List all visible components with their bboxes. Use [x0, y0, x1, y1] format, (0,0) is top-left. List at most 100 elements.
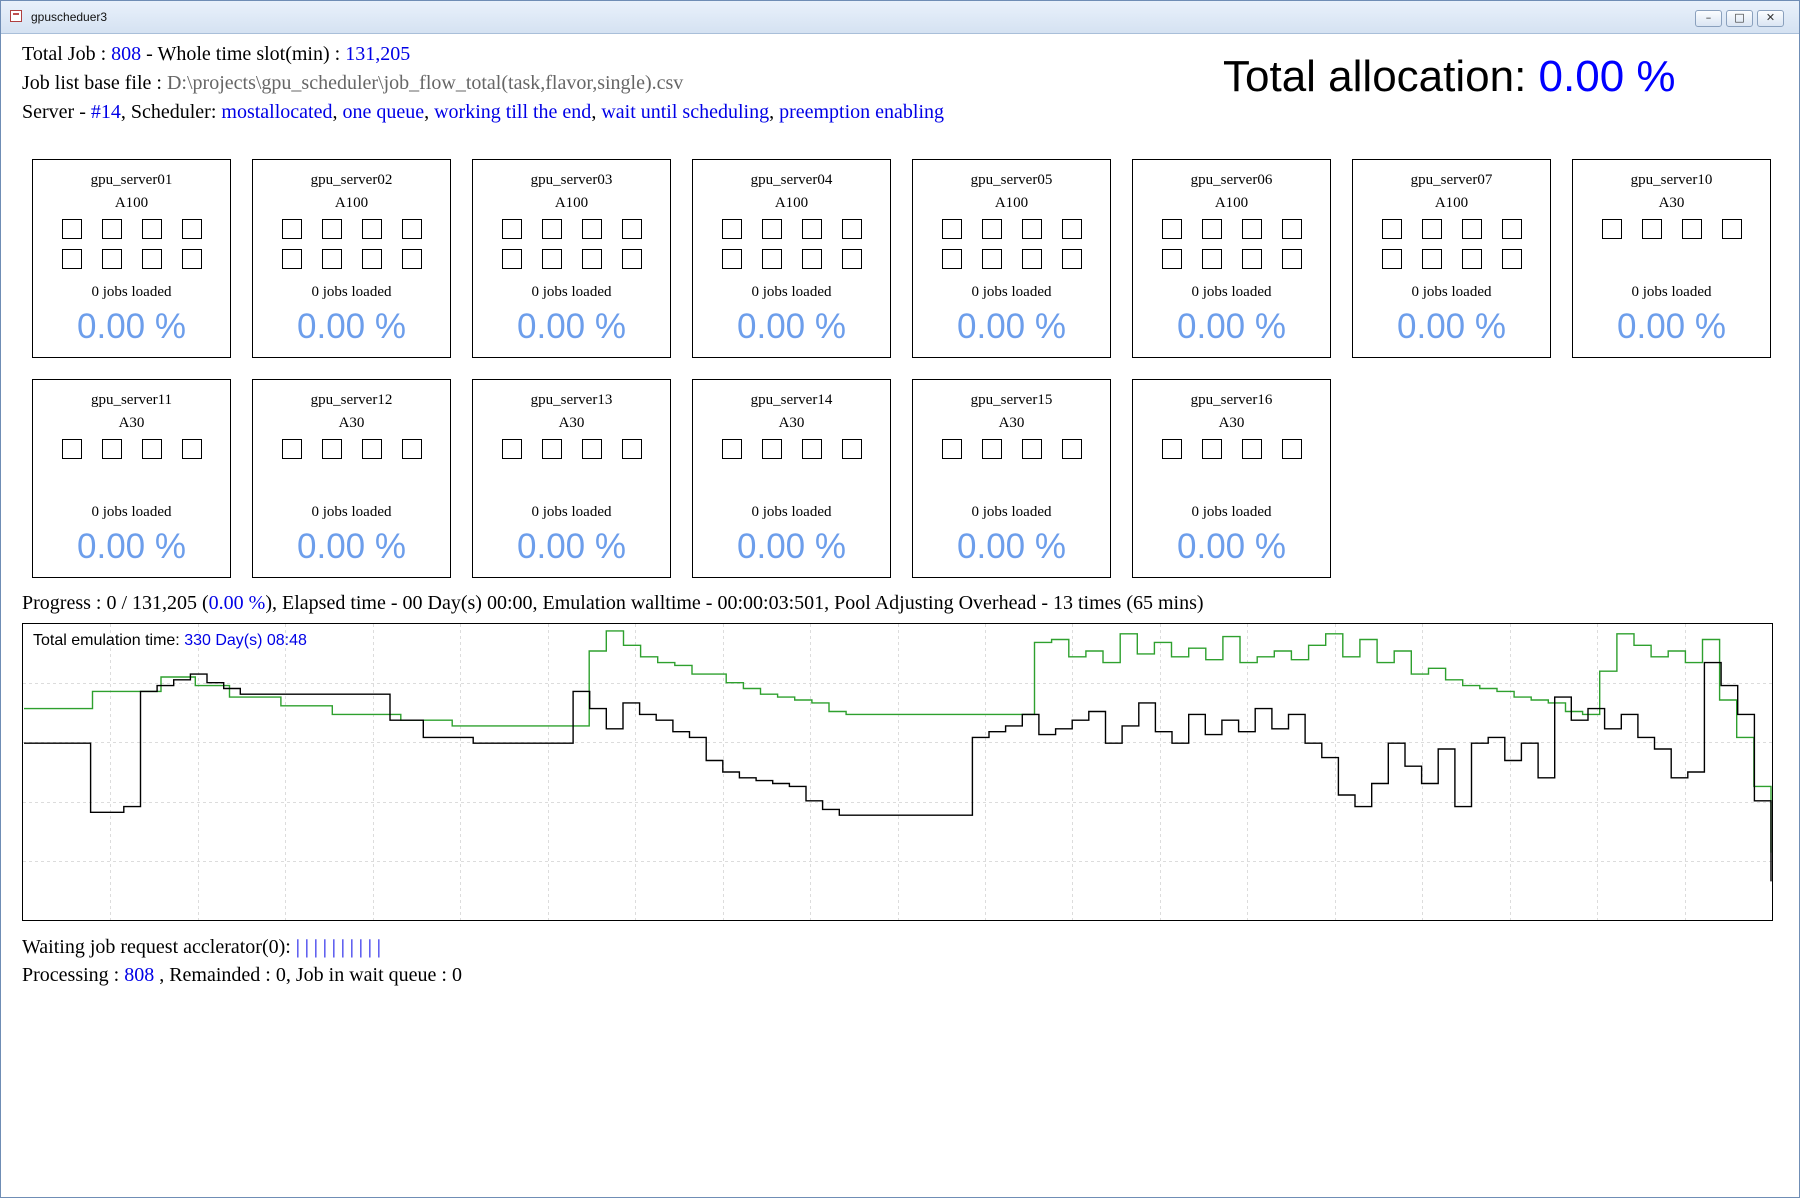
- gpu-slot: [842, 439, 862, 459]
- gpu-slot: [362, 439, 382, 459]
- server-allocation-percent: 0.00 %: [517, 307, 626, 346]
- gpu-slot: [1422, 219, 1442, 239]
- server-model: A30: [558, 415, 585, 431]
- gpu-slot: [322, 249, 342, 269]
- server-card: gpu_server05 A100 0 jobs loaded 0.00 %: [912, 159, 1111, 358]
- server-model: A100: [774, 195, 809, 211]
- maximize-button[interactable]: □: [1726, 10, 1753, 27]
- server-card: gpu_server10 A30 0 jobs loaded 0.00 %: [1572, 159, 1771, 358]
- gpu-slot: [142, 219, 162, 239]
- processing-label: Processing :: [22, 964, 125, 986]
- server-scheduler-line: Server - #14, Scheduler: mostallocated, …: [22, 101, 944, 124]
- server-name: gpu_server11: [90, 392, 173, 408]
- gpu-slot: [762, 439, 782, 459]
- scheduler-policy: mostallocated: [221, 101, 333, 123]
- scheduler-label: , Scheduler:: [120, 101, 222, 123]
- gpu-slot: [1502, 249, 1522, 269]
- separator: ,: [424, 101, 435, 123]
- progress-prefix: Progress : 0 / 131,205 (: [22, 592, 209, 614]
- server-allocation-percent: 0.00 %: [297, 527, 406, 566]
- server-name: gpu_server10: [1630, 172, 1713, 188]
- title-bar[interactable]: gpuscheduer3 – □ ✕: [1, 1, 1799, 34]
- server-card: gpu_server03 A100 0 jobs loaded 0.00 %: [472, 159, 671, 358]
- gpu-slot: [182, 249, 202, 269]
- gpu-slot: [802, 219, 822, 239]
- base-file-path: D:\projects\gpu_scheduler\job_flow_total…: [166, 72, 684, 94]
- gpu-slot: [62, 249, 82, 269]
- server-label: Server -: [22, 101, 91, 123]
- gpu-slot: [622, 249, 642, 269]
- scheduler-queue: one queue: [342, 101, 425, 123]
- gpu-slot: [842, 249, 862, 269]
- waiting-label: Waiting job request acclerator(0):: [22, 936, 296, 958]
- total-allocation-value: 0.00 %: [1538, 52, 1676, 101]
- gpu-slot: [362, 249, 382, 269]
- gpu-slot: [1202, 219, 1222, 239]
- progress-percent: 0.00 %: [208, 592, 266, 614]
- server-model: A100: [1434, 195, 1469, 211]
- server-allocation-percent: 0.00 %: [1397, 307, 1506, 346]
- gpu-slot: [982, 249, 1002, 269]
- gpu-slot: [762, 249, 782, 269]
- server-jobs-loaded: 0 jobs loaded: [1191, 284, 1272, 300]
- gpu-slot: [1722, 219, 1742, 239]
- separator: ,: [769, 101, 780, 123]
- server-jobs-loaded: 0 jobs loaded: [751, 504, 832, 520]
- gpu-slot: [1162, 219, 1182, 239]
- total-allocation-label: Total allocation:: [1223, 52, 1539, 101]
- chart-label-value: 330 Day(s) 08:48: [184, 632, 307, 649]
- server-card: gpu_server01 A100 0 jobs loaded 0.00 %: [32, 159, 231, 358]
- gpu-slot: [102, 249, 122, 269]
- server-allocation-percent: 0.00 %: [77, 307, 186, 346]
- server-jobs-loaded: 0 jobs loaded: [971, 284, 1052, 300]
- server-card: gpu_server11 A30 0 jobs loaded 0.00 %: [32, 379, 231, 578]
- total-job-line: Total Job : 808 - Whole time slot(min) :…: [22, 43, 410, 66]
- gpu-slot: [1282, 219, 1302, 239]
- processing-value: 808: [124, 964, 155, 986]
- processing-suffix: , Remainded : 0, Job in wait queue : 0: [154, 964, 462, 986]
- separator: ,: [591, 101, 602, 123]
- app-icon: [10, 10, 22, 22]
- gpu-slot: [62, 219, 82, 239]
- gpu-slot: [1682, 219, 1702, 239]
- window-title: gpuscheduer3: [31, 10, 108, 24]
- gpu-slot: [582, 249, 602, 269]
- close-button[interactable]: ✕: [1757, 10, 1784, 27]
- series-line-1: [24, 630, 1772, 853]
- server-card: gpu_server16 A30 0 jobs loaded 0.00 %: [1132, 379, 1331, 578]
- gpu-slot: [1062, 219, 1082, 239]
- series-line-2: [24, 661, 1772, 882]
- gpu-slot: [842, 219, 862, 239]
- gpu-slot: [322, 219, 342, 239]
- gpu-slot: [1382, 249, 1402, 269]
- server-jobs-loaded: 0 jobs loaded: [531, 504, 612, 520]
- server-name: gpu_server13: [530, 392, 613, 408]
- server-model: A30: [1658, 195, 1685, 211]
- gpu-slot: [402, 219, 422, 239]
- gpu-slot: [1602, 219, 1622, 239]
- gpu-slot: [1202, 439, 1222, 459]
- server-card: gpu_server06 A100 0 jobs loaded 0.00 %: [1132, 159, 1331, 358]
- gpu-slot: [1022, 439, 1042, 459]
- gpu-slot: [282, 219, 302, 239]
- minimize-button[interactable]: –: [1695, 10, 1722, 27]
- waiting-bars: | | | | | | | | | |: [295, 936, 381, 958]
- server-card: gpu_server14 A30 0 jobs loaded 0.00 %: [692, 379, 891, 578]
- gpu-slot: [402, 249, 422, 269]
- server-allocation-percent: 0.00 %: [77, 527, 186, 566]
- gpu-slot: [722, 249, 742, 269]
- server-model: A100: [554, 195, 589, 211]
- whole-slot-label: - Whole time slot(min) :: [141, 43, 346, 65]
- gpu-slot: [1062, 249, 1082, 269]
- server-name: gpu_server14: [750, 392, 833, 408]
- server-card: gpu_server07 A100 0 jobs loaded 0.00 %: [1352, 159, 1551, 358]
- server-allocation-percent: 0.00 %: [1177, 307, 1286, 346]
- chart-label: Total emulation time: 330 Day(s) 08:48: [33, 632, 307, 650]
- emulation-chart: Total emulation time: 330 Day(s) 08:48: [22, 623, 1773, 921]
- gpu-slot: [1422, 249, 1442, 269]
- gpu-slot: [62, 439, 82, 459]
- chart-label-text: Total emulation time:: [33, 632, 185, 649]
- gpu-slot: [1242, 219, 1262, 239]
- server-allocation-percent: 0.00 %: [517, 527, 626, 566]
- gpu-slot: [322, 439, 342, 459]
